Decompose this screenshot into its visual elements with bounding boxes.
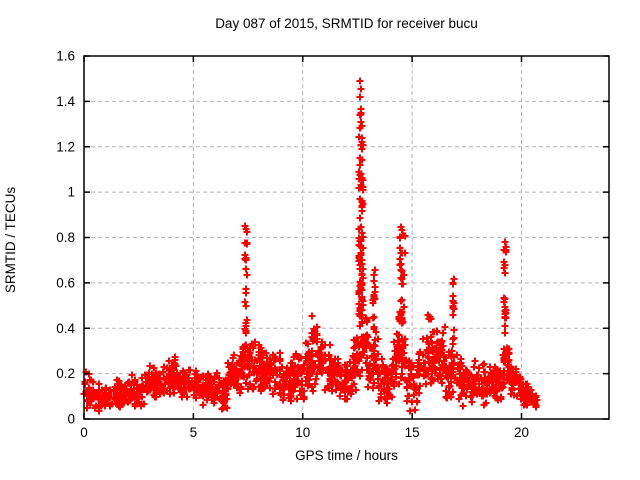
scatter-points bbox=[80, 77, 541, 415]
y-tick-label: 0.4 bbox=[56, 321, 75, 336]
y-tick-label: 1.4 bbox=[56, 94, 75, 109]
x-axis-label: GPS time / hours bbox=[295, 448, 398, 463]
y-tick-label: 1 bbox=[67, 185, 75, 200]
x-tick-label: 20 bbox=[514, 425, 529, 440]
x-tick-label: 0 bbox=[80, 425, 88, 440]
y-tick-label: 0.8 bbox=[56, 230, 75, 245]
y-tick-label: 0.2 bbox=[56, 366, 75, 381]
y-tick-label: 0.6 bbox=[56, 275, 75, 290]
x-tick-label: 15 bbox=[405, 425, 420, 440]
y-tick-label: 1.6 bbox=[56, 49, 75, 64]
y-tick-label: 0 bbox=[67, 412, 75, 427]
x-tick-label: 10 bbox=[295, 425, 310, 440]
x-tick-label: 5 bbox=[190, 425, 198, 440]
chart-title: Day 087 of 2015, SRMTID for receiver buc… bbox=[215, 16, 478, 31]
y-tick-label: 1.2 bbox=[56, 139, 75, 154]
